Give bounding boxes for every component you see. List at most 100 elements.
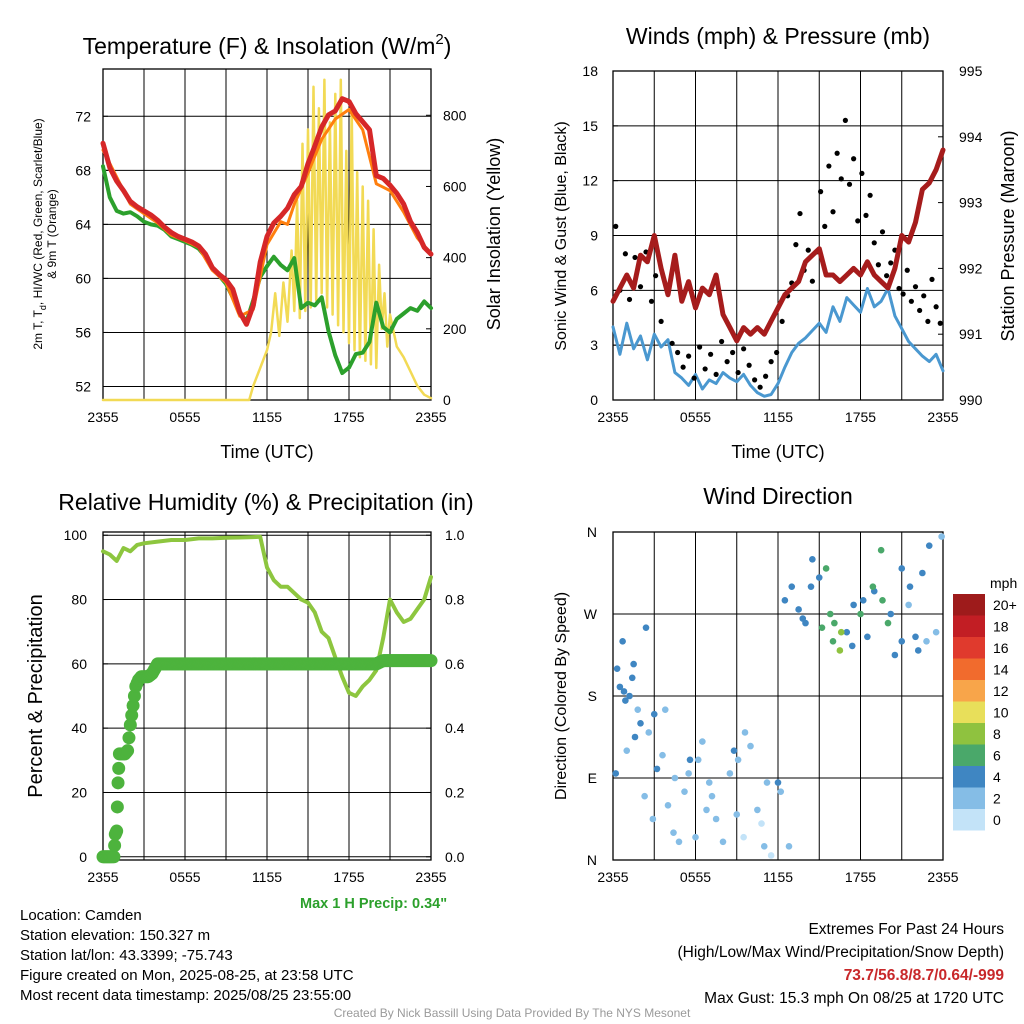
- direction-point: [631, 733, 639, 741]
- location-text: Location: Camden: [20, 907, 142, 924]
- gust-point: [697, 344, 703, 350]
- precip-point: [121, 744, 135, 758]
- y2-tick-label: 991: [959, 326, 983, 342]
- y-axis-label: Percent & Precipitation: [25, 594, 47, 797]
- chart-title-text: Temperature (F) & Insolation (W/m: [83, 33, 436, 59]
- gust-point: [855, 218, 861, 224]
- extremes-legend: (High/Low/Max Wind/Precipitation/Snow De…: [677, 944, 1005, 961]
- x-tick-label: 2355: [415, 869, 446, 885]
- direction-point: [905, 601, 912, 609]
- y-tick-label: 100: [64, 527, 88, 543]
- y2-tick-label: 0.4: [445, 720, 465, 736]
- gust-point: [713, 371, 719, 378]
- colorbar-label: 0: [993, 812, 1001, 828]
- direction-point: [686, 756, 694, 764]
- y-tick-label: 0: [590, 392, 598, 408]
- created-text: Figure created on Mon, 2025-08-25, at 23…: [20, 967, 354, 984]
- direction-point: [818, 624, 826, 631]
- direction-point: [788, 583, 796, 590]
- colorbar-swatch: [953, 701, 985, 723]
- x-tick-label: 1155: [763, 409, 793, 425]
- y-tick-label: 52: [75, 378, 91, 394]
- y-tick-label: 12: [582, 173, 598, 189]
- precip-point: [111, 776, 125, 790]
- direction-point: [641, 792, 648, 800]
- direction-point: [626, 692, 633, 700]
- direction-point: [650, 710, 658, 718]
- gust-point: [879, 229, 886, 235]
- y2-tick-label: 0.2: [445, 784, 465, 800]
- gust-point: [768, 359, 774, 365]
- direction-point: [671, 774, 679, 782]
- y-axis-label-subscript: d: [38, 305, 48, 310]
- colorbar-swatch: [953, 594, 985, 616]
- direction-point: [815, 574, 823, 581]
- direction-point: [645, 729, 653, 736]
- direction-point: [877, 546, 885, 554]
- gust-point: [884, 273, 890, 279]
- precip-point: [110, 824, 124, 838]
- direction-point: [822, 565, 830, 572]
- y-tick-label: 6: [590, 282, 598, 298]
- direction-point: [692, 833, 699, 841]
- y2-tick-label: 0: [443, 392, 451, 408]
- gust-point: [653, 273, 659, 279]
- direction-point: [829, 638, 837, 645]
- colorbar-swatch: [953, 658, 985, 680]
- direction-point: [850, 601, 857, 609]
- direction-point: [898, 638, 906, 645]
- y-tick-label: 18: [582, 63, 598, 79]
- chart-title-suffix: ): [444, 33, 452, 59]
- direction-point: [726, 770, 734, 777]
- station-info: Location: Camden Station elevation: 150.…: [20, 906, 354, 1006]
- colorbar-swatch: [953, 787, 985, 809]
- panel-temperature: 2355 0555 1155 1755 2355 52 56 60 64 68 72 0 200 400 6…: [31, 31, 504, 462]
- gust-point: [763, 373, 769, 379]
- colorbar-label: 12: [993, 683, 1009, 699]
- colorbar-label: 4: [993, 769, 1001, 785]
- direction-point: [705, 779, 713, 786]
- extremes-title: Extremes For Past 24 Hours: [808, 921, 1004, 938]
- gust-point: [809, 278, 815, 284]
- gust-point: [632, 254, 638, 261]
- y2-tick-label: 1.0: [445, 527, 465, 543]
- gust-point: [622, 251, 628, 257]
- x-tick-label: 2355: [87, 869, 118, 885]
- direction-point: [843, 628, 851, 636]
- gust-point: [752, 377, 758, 383]
- colorbar-label: 20+: [993, 597, 1017, 613]
- direction-point: [898, 565, 906, 572]
- series-line-relative-humidity: [101, 534, 433, 698]
- direction-point: [785, 843, 793, 850]
- gust-point: [888, 260, 894, 266]
- y-tick-label: W: [584, 606, 598, 622]
- direction-point: [760, 843, 768, 850]
- gust-point: [846, 181, 853, 187]
- x-tick-label: 2355: [927, 869, 958, 885]
- y-tick-label: 20: [71, 784, 87, 800]
- gust-point: [917, 307, 923, 314]
- y2-tick-label: 800: [443, 107, 467, 123]
- gust-point: [708, 351, 714, 357]
- direction-point: [836, 647, 844, 654]
- gust-point: [859, 170, 865, 176]
- y-tick-label: 80: [71, 592, 87, 608]
- x-tick-label: 2355: [415, 409, 446, 425]
- x-tick-label: 2355: [87, 409, 118, 425]
- y-tick-label: 60: [75, 270, 91, 286]
- direction-point: [630, 660, 637, 668]
- gust-point: [675, 349, 681, 356]
- direction-point: [884, 619, 892, 627]
- direction-point: [740, 833, 747, 841]
- x-tick-label: 1755: [845, 409, 876, 425]
- direction-point: [675, 838, 683, 846]
- gust-point: [867, 192, 873, 198]
- gust-point: [730, 349, 736, 356]
- direction-point: [763, 779, 771, 786]
- direction-point: [681, 788, 688, 795]
- x-tick-label: 1755: [845, 869, 876, 885]
- direction-point: [685, 770, 692, 777]
- chart-title: Temperature (F) & Insolation (W/m2): [83, 31, 452, 59]
- direction-point: [807, 583, 815, 590]
- gust-point: [757, 384, 763, 390]
